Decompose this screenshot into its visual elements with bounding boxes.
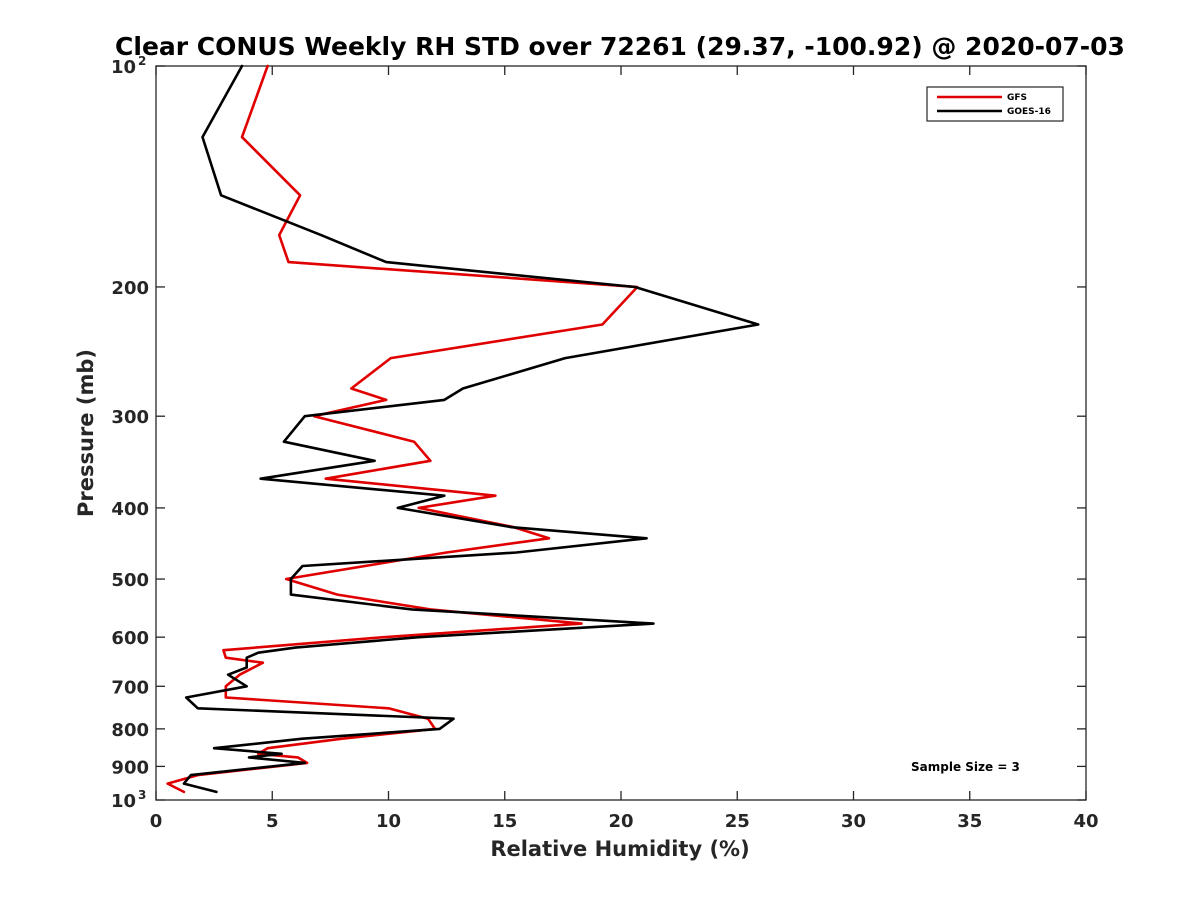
- series-layer: [166, 64, 760, 794]
- y-tick-exponent: 2: [138, 54, 146, 68]
- y-tick-label: 700: [111, 677, 149, 698]
- y-tick-label: 300: [111, 407, 149, 428]
- x-tick-label: 40: [1073, 811, 1098, 832]
- sample-size-annotation: Sample Size = 3: [911, 760, 1020, 774]
- y-tick-label: 900: [111, 757, 149, 778]
- y-axis-label: Pressure (mb): [74, 349, 98, 517]
- y-tick-label: 400: [111, 499, 149, 520]
- series-line-goes16: [182, 64, 760, 794]
- x-axis-label: Relative Humidity (%): [490, 837, 749, 861]
- legend-label-gfs: GFS: [1007, 93, 1027, 103]
- x-tick-label: 10: [376, 811, 401, 832]
- x-tick-label: 30: [841, 811, 866, 832]
- y-tick-label: 200: [111, 278, 149, 299]
- x-tick-label: 5: [266, 811, 279, 832]
- y-tick-exponent: 3: [138, 788, 146, 802]
- y-tick-label: 800: [111, 720, 149, 741]
- x-tick-label: 15: [492, 811, 517, 832]
- x-tick-label: 35: [957, 811, 982, 832]
- legend-label-goes16: GOES-16: [1007, 107, 1051, 117]
- x-tick-label: 20: [608, 811, 633, 832]
- y-tick-label: 10: [111, 791, 136, 812]
- y-tick-label: 10: [111, 57, 136, 78]
- legend: GFS GOES-16: [926, 86, 1064, 122]
- x-tick-label: 25: [725, 811, 750, 832]
- y-tick-label: 500: [111, 570, 149, 591]
- chart-title: Clear CONUS Weekly RH STD over 72261 (29…: [115, 32, 1125, 61]
- series-line-gfs: [166, 64, 639, 794]
- x-tick-label: 0: [150, 811, 163, 832]
- y-tick-label: 600: [111, 628, 149, 649]
- x-axis: 0 5 10 15 20 25 30 35 40: [150, 66, 1099, 832]
- legend-box: [926, 86, 1064, 122]
